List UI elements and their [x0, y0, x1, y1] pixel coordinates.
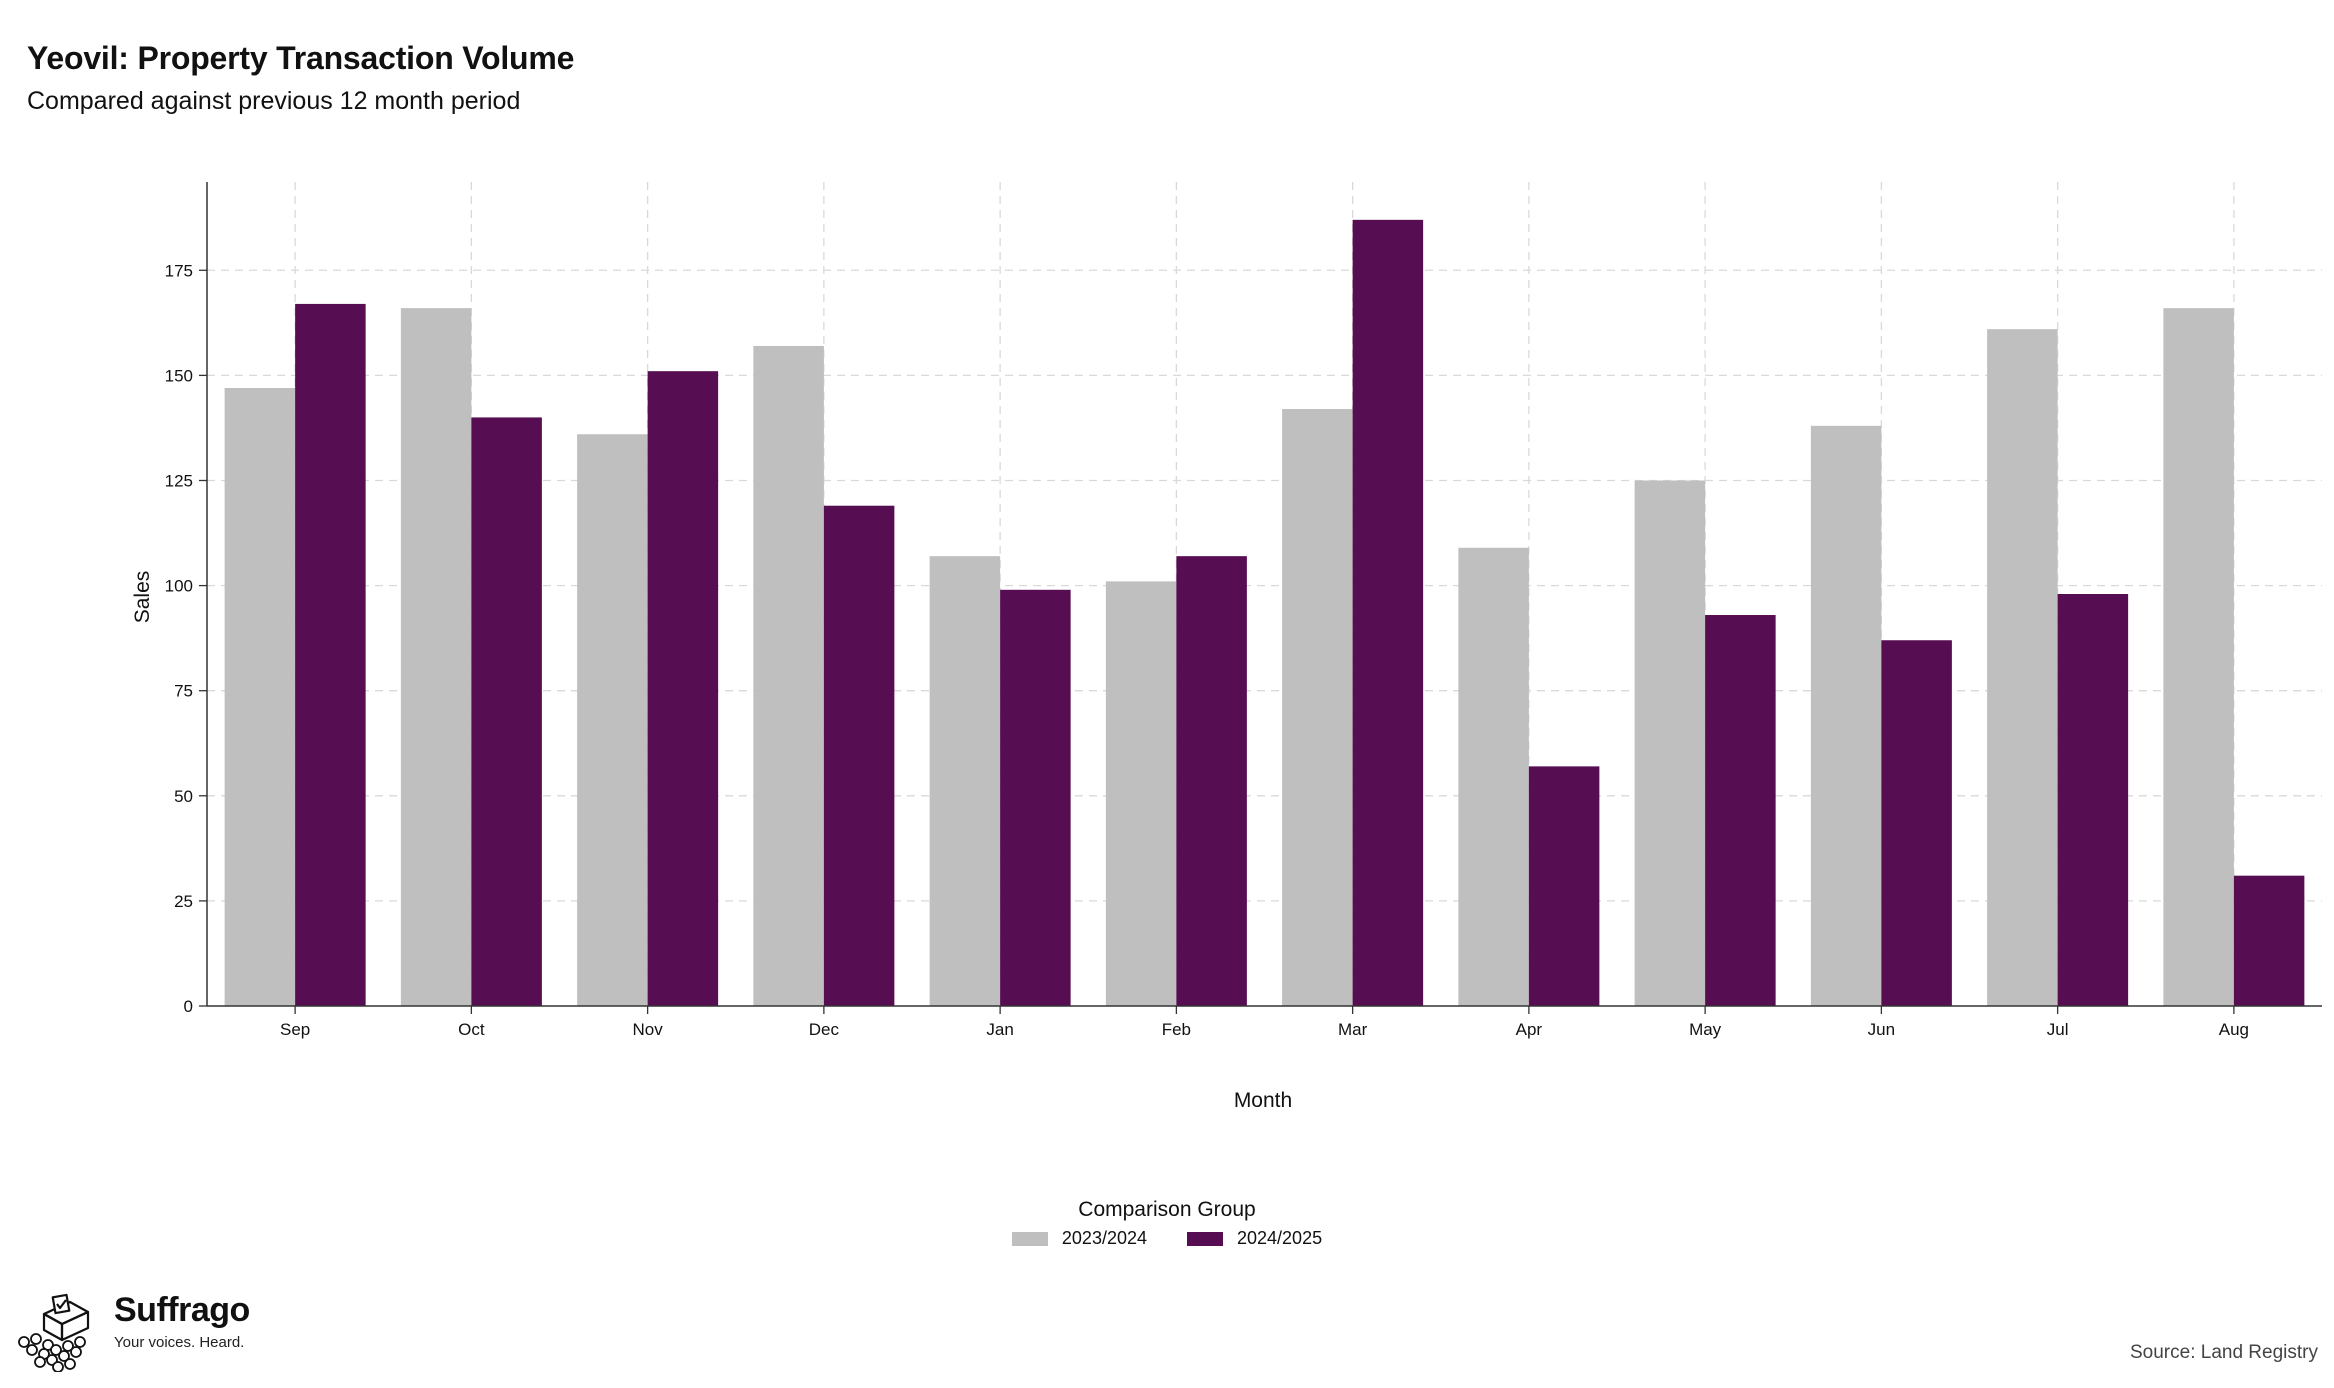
legend-items: 2023/2024 2024/2025: [0, 1228, 2334, 1249]
bar-jun-2023-2024: [1810, 425, 1882, 1006]
y-tick-label: 175: [165, 261, 193, 280]
x-tick-label: May: [1689, 1020, 1722, 1039]
bar-apr-2023-2024: [1458, 547, 1529, 1006]
y-axis-title: Sales: [131, 571, 154, 624]
bar-jul-2023-2024: [1987, 329, 2058, 1007]
bar-jun-2024-2025: [1881, 640, 1952, 1006]
bar-sep-2024-2025: [295, 303, 366, 1007]
y-tick-label: 75: [174, 682, 193, 701]
y-tick-label: 50: [174, 787, 193, 806]
bar-feb-2023-2024: [1105, 581, 1177, 1006]
bar-jan-2024-2025: [1000, 589, 1071, 1006]
bar-dec-2023-2024: [753, 345, 824, 1006]
legend-title: Comparison Group: [1078, 1198, 1256, 1221]
axes: [199, 182, 2322, 1014]
brand-logo: Suffrago Your voices. Heard.: [14, 1292, 250, 1372]
chart-title: Yeovil: Property Transaction Volume: [27, 40, 575, 76]
bar-sep-2023-2024: [224, 388, 296, 1006]
y-tick-label: 25: [174, 892, 193, 911]
x-tick-label: Nov: [633, 1020, 664, 1039]
x-tick-label: Dec: [809, 1020, 840, 1039]
bar-may-2023-2024: [1634, 480, 1706, 1006]
y-tick-label: 150: [165, 366, 193, 385]
y-tick-label: 0: [184, 997, 193, 1016]
y-tick-label: 125: [165, 471, 193, 490]
bar-mar-2024-2025: [1352, 219, 1424, 1006]
tick-labels: 0 25 50 75 100 125 150 175 Sep Oct Nov Dec Jan Feb Mar…: [165, 261, 2249, 1039]
x-tick-label: Jan: [986, 1020, 1013, 1039]
bar-aug-2024-2025: [2233, 875, 2305, 1006]
x-tick-label: Sep: [280, 1020, 310, 1039]
x-tick-label: Jul: [2047, 1020, 2069, 1039]
bar-dec-2024-2025: [823, 505, 895, 1006]
bar-feb-2024-2025: [1176, 556, 1247, 1006]
x-tick-label: Oct: [458, 1020, 485, 1039]
bar-oct-2024-2025: [471, 417, 542, 1006]
bar-jul-2024-2025: [2057, 594, 2129, 1006]
bar-jan-2023-2024: [929, 556, 1001, 1006]
bar-aug-2023-2024: [2163, 308, 2234, 1006]
x-axis-title: Month: [1234, 1089, 1292, 1112]
ballot-box-with-crowd-icon: [18, 1293, 90, 1372]
bar-may-2024-2025: [1705, 615, 1776, 1006]
x-tick-label: Mar: [1338, 1020, 1368, 1039]
legend-label: 2023/2024: [1061, 1228, 1147, 1248]
bar-apr-2024-2025: [1528, 766, 1600, 1006]
source-note: Source: Land Registry: [2130, 1342, 2318, 1363]
brand-tagline: Your voices. Heard.: [114, 1334, 245, 1351]
bar-oct-2023-2024: [400, 308, 472, 1006]
x-tick-label: Jun: [1868, 1020, 1895, 1039]
bars: [224, 219, 2305, 1007]
chart-subtitle: Compared against previous 12 month perio…: [27, 87, 521, 115]
bar-mar-2023-2024: [1282, 409, 1353, 1007]
x-tick-label: Aug: [2219, 1020, 2249, 1039]
legend-label: 2024/2025: [1237, 1228, 1323, 1248]
bar-nov-2024-2025: [647, 371, 719, 1006]
y-tick-label: 100: [165, 577, 193, 596]
bar-nov-2023-2024: [577, 434, 648, 1007]
bar-chart: 0 25 50 75 100 125 150 175 Sep Oct Nov Dec Jan Feb Mar…: [131, 182, 2322, 1112]
x-tick-label: Feb: [1162, 1020, 1191, 1039]
legend-item: 2024/2025: [1187, 1228, 1322, 1249]
x-tick-label: Apr: [1516, 1020, 1543, 1039]
legend-swatch: [1187, 1231, 1223, 1246]
legend-item: 2023/2024: [1011, 1228, 1147, 1249]
legend: Comparison Group 2023/2024 2024/2025: [0, 1198, 2334, 1249]
legend-swatch: [1011, 1231, 1048, 1246]
brand-name: Suffrago: [114, 1291, 250, 1329]
